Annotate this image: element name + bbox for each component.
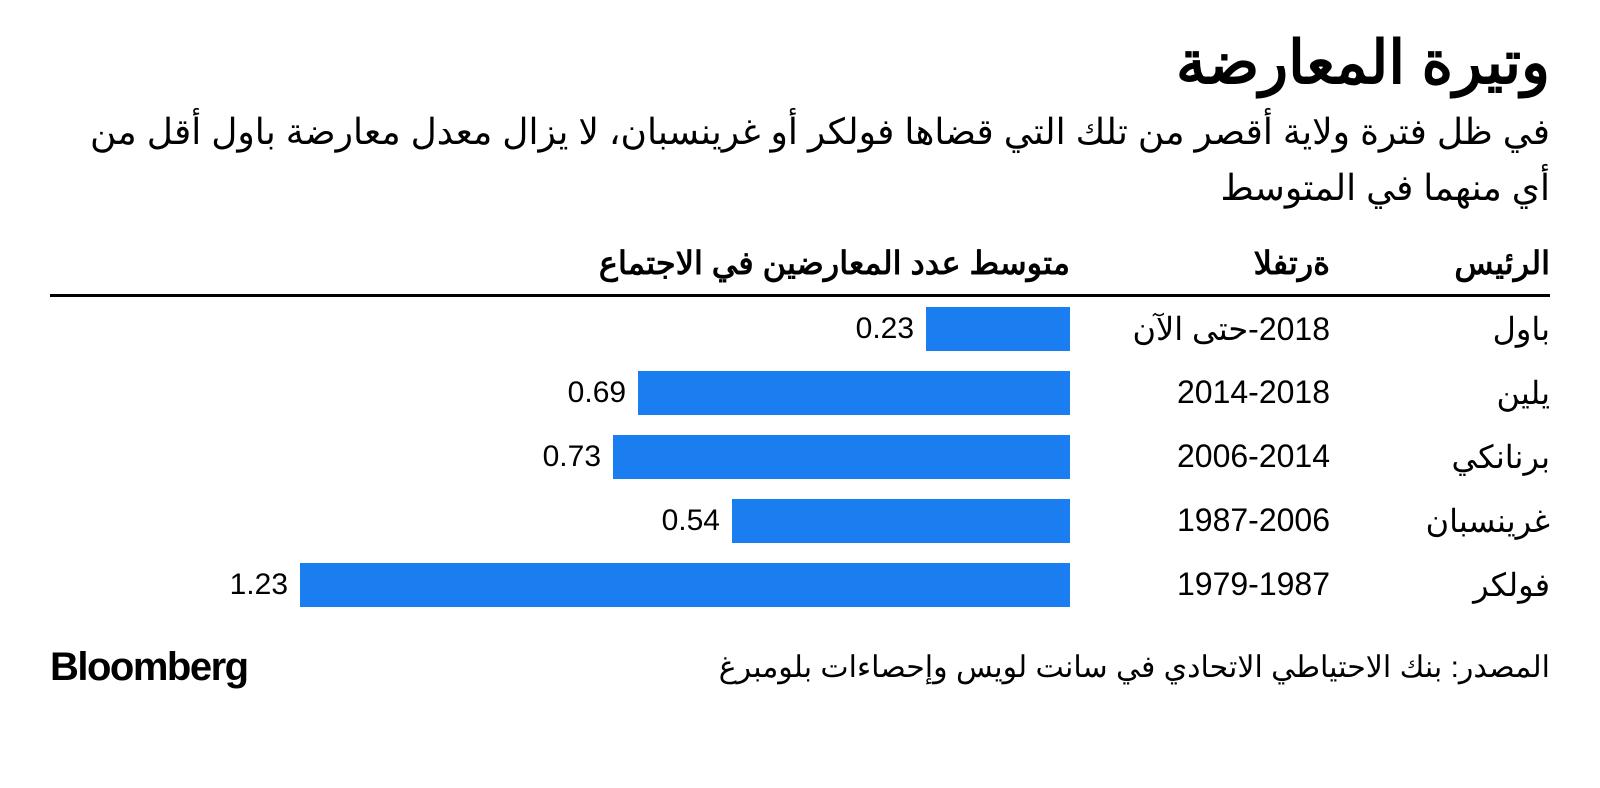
chart-title: وتيرة المعارضة xyxy=(50,30,1550,96)
cell-chair: يلين xyxy=(1330,361,1550,425)
bar-value-label: 1.23 xyxy=(230,568,288,602)
bar-value-label: 0.69 xyxy=(568,376,626,410)
cell-bar: 0.54 xyxy=(50,489,1070,553)
bar-value-label: 0.23 xyxy=(856,312,914,346)
cell-bar: 0.69 xyxy=(50,361,1070,425)
footer: المصدر: بنك الاحتياطي الاتحادي في سانت ل… xyxy=(50,645,1550,690)
table-header-row: الرئيس الفترة متوسط عدد المعارضين في الا… xyxy=(50,236,1550,296)
table-row: باول2018-حتى الآن 0.23 xyxy=(50,295,1550,361)
header-chair: الرئيس xyxy=(1330,236,1550,296)
bar xyxy=(638,371,1070,415)
bar xyxy=(613,435,1070,479)
source-text: المصدر: بنك الاحتياطي الاتحادي في سانت ل… xyxy=(719,650,1550,685)
header-period: الفترة xyxy=(1070,236,1330,296)
brand-logo: Bloomberg xyxy=(50,645,248,690)
table-row: يلين2014-2018 0.69 xyxy=(50,361,1550,425)
cell-chair: فولكر xyxy=(1330,553,1550,617)
dissent-table: الرئيس الفترة متوسط عدد المعارضين في الا… xyxy=(50,236,1550,617)
cell-chair: برنانكي xyxy=(1330,425,1550,489)
bar xyxy=(926,307,1070,351)
cell-period: 2018-حتى الآن xyxy=(1070,295,1330,361)
bar-wrap: 0.73 xyxy=(50,435,1070,479)
cell-period: 2006-2014 xyxy=(1070,425,1330,489)
bar-wrap: 0.54 xyxy=(50,499,1070,543)
chart-subtitle: في ظل فترة ولاية أقصر من تلك التي قضاها … xyxy=(50,104,1550,216)
cell-chair: غرينسبان xyxy=(1330,489,1550,553)
table-row: برنانكي2006-2014 0.73 xyxy=(50,425,1550,489)
cell-period: 1979-1987 xyxy=(1070,553,1330,617)
bar-value-label: 0.73 xyxy=(543,440,601,474)
cell-chair: باول xyxy=(1330,295,1550,361)
bar-value-label: 0.54 xyxy=(662,504,720,538)
header-avg: متوسط عدد المعارضين في الاجتماع xyxy=(50,236,1070,296)
cell-bar: 1.23 xyxy=(50,553,1070,617)
cell-period: 1987-2006 xyxy=(1070,489,1330,553)
bar-wrap: 0.23 xyxy=(50,307,1070,351)
bar-wrap: 0.69 xyxy=(50,371,1070,415)
bar xyxy=(300,563,1070,607)
bar-wrap: 1.23 xyxy=(50,563,1070,607)
cell-bar: 0.73 xyxy=(50,425,1070,489)
table-row: غرينسبان1987-2006 0.54 xyxy=(50,489,1550,553)
cell-bar: 0.23 xyxy=(50,295,1070,361)
table-row: فولكر1979-1987 1.23 xyxy=(50,553,1550,617)
bar xyxy=(732,499,1070,543)
cell-period: 2014-2018 xyxy=(1070,361,1330,425)
